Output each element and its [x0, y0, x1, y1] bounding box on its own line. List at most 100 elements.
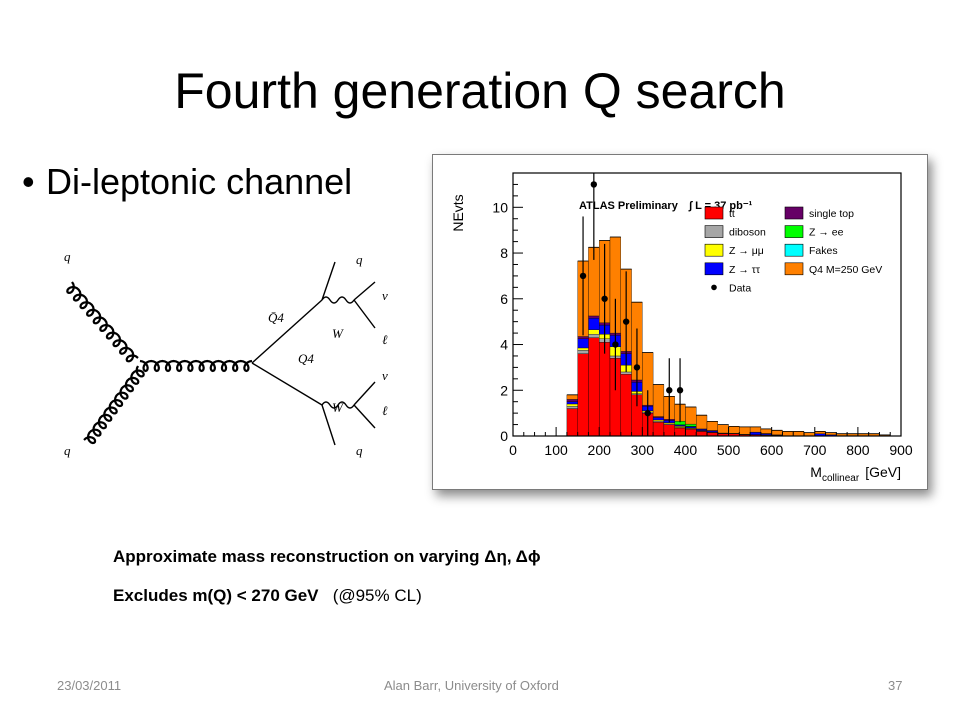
bar-diboson-10	[620, 371, 632, 375]
nu-bottom-line	[353, 381, 376, 406]
bar-q4-m-250-gev-22	[749, 426, 762, 433]
mass-histogram: 0 100 200 300 400 500 600 700 800 900 0 2 4 6 8 10 NEvt…	[450, 172, 913, 484]
bar-z-ee-16	[685, 423, 697, 427]
bar-single-top-7	[588, 315, 600, 319]
legend-swatch	[784, 243, 804, 257]
label-q4: Q4	[298, 351, 314, 366]
bar-single-top-5	[566, 399, 578, 402]
data-point	[622, 318, 630, 325]
gluon-top-left	[66, 281, 139, 363]
legend-swatch	[704, 262, 724, 276]
data-point	[579, 272, 587, 280]
bar-q4-m-250-gev-19	[717, 424, 729, 434]
legend-label: Data	[729, 282, 751, 294]
x-tick-label: 600	[760, 442, 784, 458]
y-tick-label: 2	[500, 382, 508, 398]
bar-q4-m-250-gev-26	[793, 431, 805, 437]
x-axis-label-main: M	[810, 464, 822, 480]
label-q-top-left: q	[64, 249, 71, 264]
label-w-bottom: W	[332, 400, 344, 415]
bar-q4-m-250-gev-17	[696, 415, 708, 430]
y-tick-label: 6	[500, 291, 508, 307]
x-tick-label: 200	[588, 442, 612, 458]
bar-tt--10	[620, 374, 632, 437]
data-point	[601, 295, 608, 302]
bar-single-top-6	[577, 336, 589, 339]
slide-title: Fourth generation Q search	[174, 63, 786, 119]
bar-tt--7	[588, 337, 600, 437]
bar-tt--17	[696, 431, 708, 437]
label-l-top: ℓ	[382, 332, 388, 347]
y-tick-label: 8	[500, 245, 508, 261]
label-q-top-right: q	[356, 252, 363, 267]
legend-swatch	[704, 225, 724, 238]
x-tick-label: 900	[889, 442, 913, 458]
bar-tt--14	[663, 424, 675, 437]
nu-top-line	[353, 281, 376, 301]
y-tick-label: 10	[492, 199, 508, 215]
legend-swatch	[784, 225, 804, 238]
label-l-bottom: ℓ	[382, 403, 388, 418]
bar-z--6	[577, 338, 589, 349]
legend-swatch-data	[711, 284, 717, 291]
y-tick-label: 4	[500, 337, 508, 353]
data-point	[590, 181, 598, 188]
label-qbar4: Q̄4	[268, 310, 284, 325]
note-exclusion-cl: (@95% CL)	[332, 586, 422, 605]
bar-q4-m-250-gev-21	[739, 426, 751, 435]
chart-title: ATLAS Preliminary	[579, 200, 679, 212]
bar-z--6	[577, 347, 589, 351]
bar-z--5	[566, 401, 578, 405]
note-exclusion-main: Excludes m(Q) < 270 GeV	[113, 586, 319, 605]
bar-tt--6	[577, 353, 589, 437]
w-top-line	[321, 296, 355, 304]
bullet-item: • Di-leptonic channel	[22, 158, 352, 206]
q4bar-line	[251, 299, 323, 364]
label-w-top: W	[332, 326, 344, 341]
gluon-bottom-left	[83, 365, 145, 445]
legend-label: diboson	[729, 227, 766, 239]
label-nu-bottom: ν	[382, 368, 388, 383]
bar-q4-m-250-gev-13	[652, 384, 665, 417]
x-tick-label: 300	[631, 442, 655, 458]
l-top-line	[353, 299, 376, 329]
bar-diboson-7	[588, 334, 600, 338]
bar-q4-m-250-gev-18	[706, 421, 718, 431]
w-bottom-line	[321, 401, 355, 409]
x-tick-label: 500	[717, 442, 741, 458]
bar-tt--8	[599, 342, 611, 437]
histogram-panel: 0 100 200 300 400 500 600 700 800 900 0 2 4 6 8 10 NEvt…	[432, 154, 928, 490]
bar-q4-m-250-gev-23	[760, 428, 772, 434]
bar-z--13	[652, 417, 665, 421]
bar-tt--13	[652, 422, 665, 437]
label-nu-top: ν	[382, 288, 388, 303]
bar-q4-m-250-gev-5	[566, 394, 578, 400]
x-tick-label: 400	[674, 442, 698, 458]
footer-date: 23/03/2011	[57, 678, 122, 693]
gluon-middle	[139, 359, 253, 373]
axis-ticks: 0 100 200 300 400 500 600 700 800 900 0 2 4 6 8 10	[492, 172, 913, 458]
x-tick-label: 0	[509, 442, 517, 458]
l-bottom-line	[353, 404, 376, 429]
bar-z--7	[588, 318, 600, 330]
legend-label: tt̄	[729, 208, 735, 220]
legend-swatch	[784, 262, 804, 276]
bar-q4-m-250-gev-25	[782, 431, 794, 437]
note-exclusion: Excludes m(Q) < 270 GeV (@95% CL)	[113, 586, 422, 606]
data-points	[579, 173, 684, 436]
data-point	[612, 341, 619, 348]
y-tick-label: 0	[500, 428, 508, 444]
bar-z--5	[566, 403, 578, 407]
label-q-bottom-left: q	[64, 443, 71, 458]
x-axis-label-unit: [GeV]	[865, 464, 901, 480]
legend-label: Q4 M=250 GeV	[809, 264, 882, 276]
data-point	[633, 364, 641, 371]
data-point	[666, 387, 673, 394]
note-mass-reconstruction: Approximate mass reconstruction on varyi…	[113, 547, 541, 566]
bar-q4-m-250-gev-24	[771, 430, 783, 436]
bullet-dot-icon: •	[22, 161, 35, 202]
x-axis-label: Mcollinear [GeV]	[810, 464, 901, 484]
x-axis-label-sub: collinear	[822, 473, 860, 484]
legend-swatch	[704, 243, 724, 257]
legend-label: Z → μμ	[729, 245, 764, 257]
